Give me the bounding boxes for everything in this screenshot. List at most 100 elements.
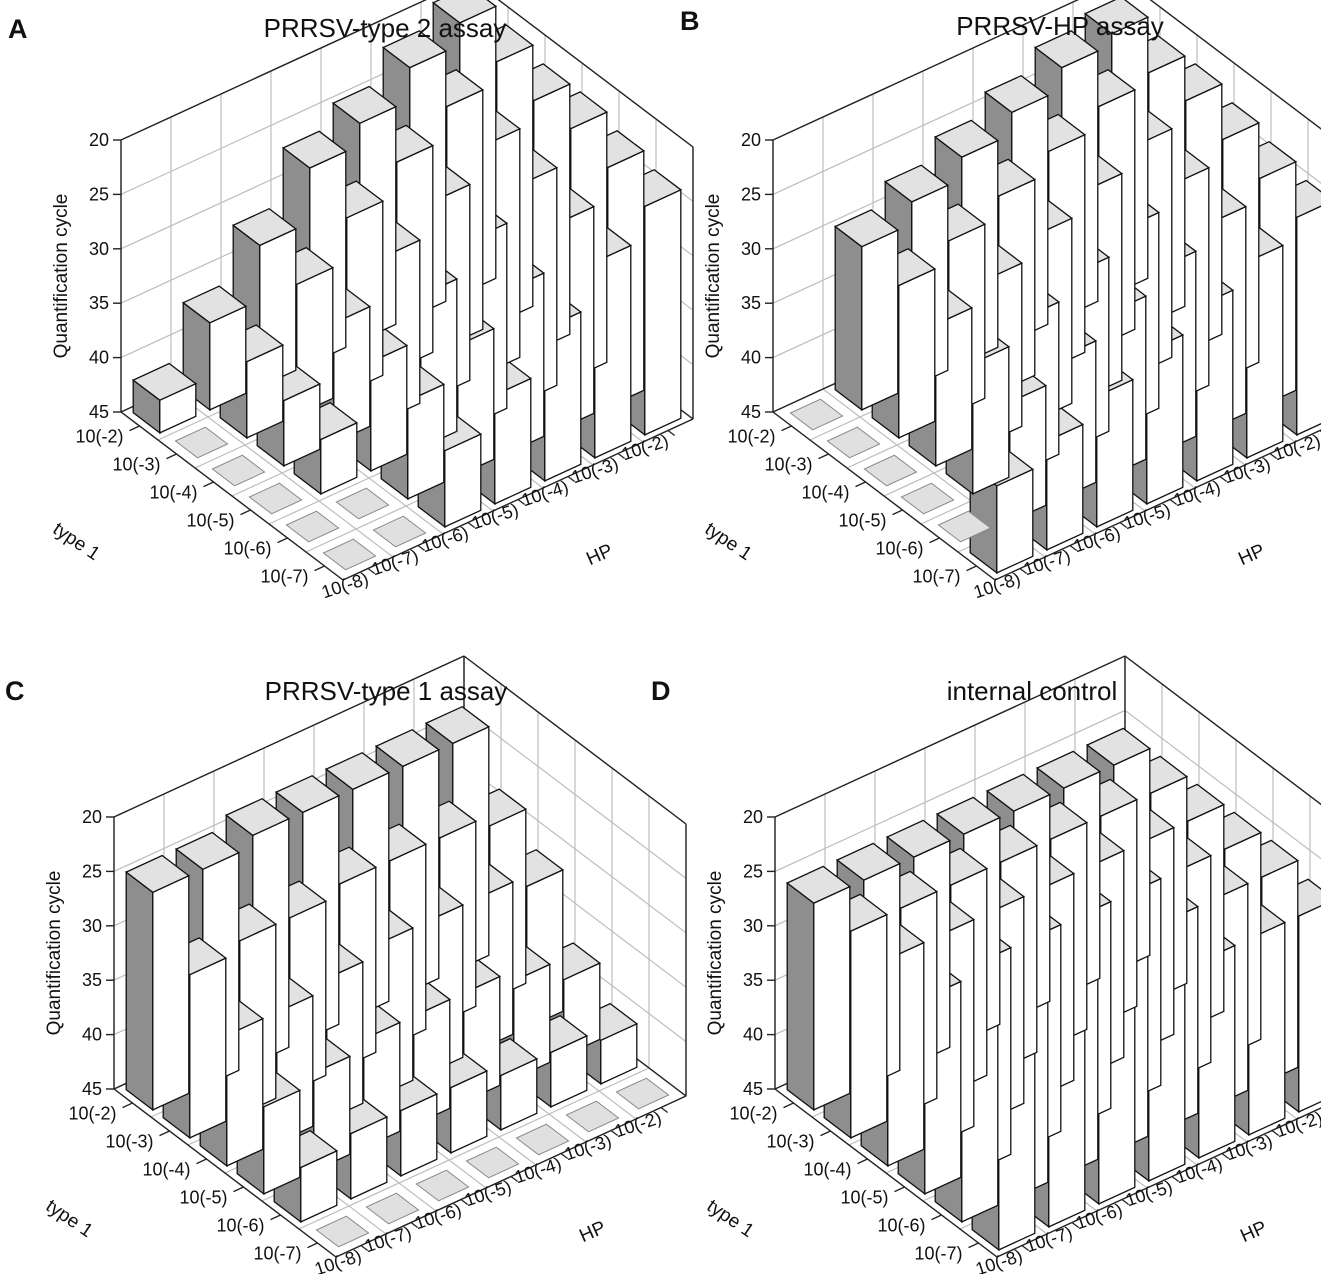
empty-cell-marker [335, 487, 390, 520]
z-tick-label: 30 [741, 239, 761, 259]
x-tick-mark [460, 1198, 469, 1206]
y-tick-mark [968, 1242, 979, 1249]
y-tick-mark [820, 1130, 831, 1137]
z-tick-label: 40 [82, 1025, 102, 1045]
bar-top-face [983, 74, 1050, 114]
bar-top-face [131, 362, 198, 401]
z-tick-label: 25 [82, 861, 102, 881]
y-tick-label: 10(-3) [766, 1132, 814, 1152]
x-tick-mark [1119, 521, 1128, 529]
y-tick-label: 10(-4) [803, 1160, 851, 1180]
empty-cell-marker [285, 510, 340, 543]
x-axis-label: HP [1235, 540, 1268, 570]
chart-title: PRRSV-type 2 assay [264, 13, 507, 43]
x-tick-mark [360, 1244, 369, 1252]
y-axis-label: type 1 [49, 519, 104, 565]
empty-cell-marker [174, 426, 229, 459]
z-tick-label: 35 [82, 970, 102, 990]
y-tick-label: 10(-2) [75, 427, 123, 447]
panel-letter: C [5, 676, 25, 706]
y-tick-label: 10(-4) [142, 1160, 190, 1180]
y-tick-mark [240, 509, 251, 516]
axis-edge [120, 0, 428, 141]
axis-edge [772, 411, 996, 581]
z-tick-label: 40 [743, 1025, 763, 1045]
bar-top-face [181, 285, 248, 324]
y-axis-label: type 1 [42, 1196, 97, 1242]
empty-cell-marker [372, 515, 427, 548]
bar-top-face [885, 819, 952, 858]
y-tick-label: 10(-7) [914, 1244, 962, 1264]
bar-top-face [124, 854, 191, 894]
bar-top-face [883, 164, 950, 203]
panel-letter: A [8, 14, 28, 44]
bar-top-face [1083, 0, 1150, 35]
floor-grid-line [298, 1067, 650, 1230]
bar-front-face [263, 1089, 301, 1195]
z-tick-label: 20 [82, 807, 102, 827]
y-tick-mark [270, 1214, 281, 1221]
y-axis: 10(-7) 10(-6) 10(-5) 10(-4) 10(-3) 10(-2) type… [703, 1102, 979, 1264]
bar-top-face [933, 119, 1000, 158]
x-tick-mark [1169, 498, 1178, 506]
x-axis-label: HP [1237, 1217, 1270, 1247]
bar-side-face [786, 881, 815, 1112]
y-tick-mark [159, 1130, 170, 1137]
bar-top-face [935, 796, 1002, 835]
x-tick-mark [1071, 1221, 1080, 1229]
y-tick-mark [196, 1158, 207, 1165]
z-tick-label: 20 [89, 130, 109, 150]
y-tick-mark [929, 537, 940, 544]
y-tick-label: 10(-2) [727, 427, 775, 447]
empty-cell-marker [937, 510, 992, 543]
x-tick-mark [510, 1175, 519, 1183]
x-tick-label: 10(-2) [612, 1107, 664, 1141]
z-axis-label: Quantification cycle [44, 871, 65, 1036]
x-tick-label: 10(-4) [512, 1153, 564, 1187]
bar-top-face [174, 831, 241, 871]
x-tick-mark [1069, 544, 1078, 552]
empty-cell-marker [615, 1077, 670, 1110]
bar-top-face [274, 774, 341, 814]
y-tick-label: 10(-5) [179, 1188, 227, 1208]
bar-top-face [224, 797, 291, 837]
z-tick-label: 25 [743, 861, 763, 881]
x-tick-label: 10(-7) [369, 545, 421, 579]
axis-edge [1124, 655, 1321, 806]
x-tick-mark [660, 1106, 669, 1114]
y-tick-mark [892, 509, 903, 516]
z-tick-label: 45 [89, 402, 109, 422]
axis-edge [113, 1088, 337, 1258]
x-tick-mark [410, 1221, 419, 1229]
bars [124, 705, 670, 1248]
bar-front-face [1296, 205, 1321, 436]
bar-top-face [835, 842, 902, 881]
chart-title: internal control [947, 676, 1118, 706]
bar-side-face [125, 870, 154, 1112]
z-tick-label: 30 [89, 239, 109, 259]
z-tick-label: 35 [741, 293, 761, 313]
y-tick-mark [233, 1186, 244, 1193]
x-tick-label: 10(-8) [319, 568, 371, 602]
y-tick-mark [277, 537, 288, 544]
z-tick-label: 30 [743, 916, 763, 936]
bar-top-face [1035, 750, 1102, 789]
y-tick-label: 10(-7) [253, 1244, 301, 1264]
y-tick-mark [783, 1102, 794, 1109]
z-axis-label: Quantification cycle [51, 194, 72, 359]
y-tick-mark [781, 425, 792, 432]
x-tick-mark [467, 521, 476, 529]
axis-edge [774, 1088, 998, 1258]
z-tick-label: 20 [741, 130, 761, 150]
y-tick-label: 10(-7) [260, 567, 308, 587]
x-tick-mark [1171, 1175, 1180, 1183]
empty-cell-marker [365, 1192, 420, 1225]
x-axis-label: HP [576, 1217, 609, 1247]
bar [131, 362, 198, 435]
y-tick-mark [931, 1214, 942, 1221]
empty-cell-marker [826, 426, 881, 459]
x-tick-mark [560, 1152, 569, 1160]
axis-edge [497, 0, 694, 148]
